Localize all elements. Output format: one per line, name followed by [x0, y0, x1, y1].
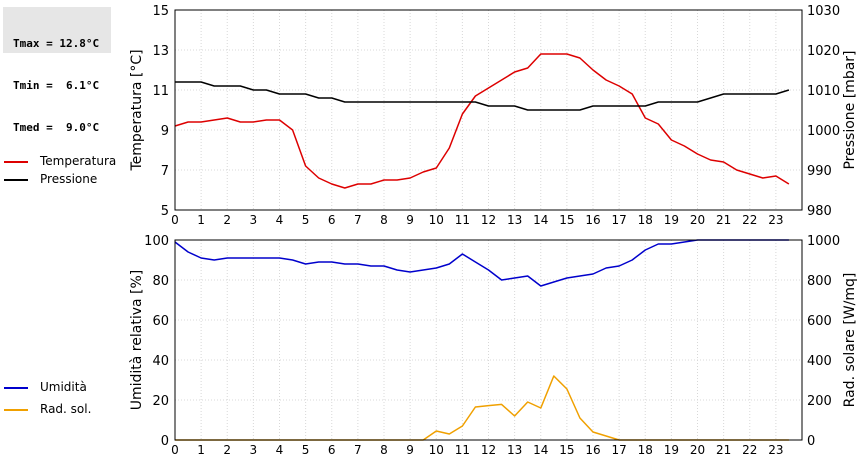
x-tick-label: 20	[690, 213, 705, 227]
x-tick-label: 3	[250, 213, 258, 227]
x-tick-label: 8	[380, 443, 388, 457]
series-line-rad-sol-	[175, 375, 789, 441]
series-line-umidit-	[174, 239, 789, 287]
legend-label: Temperatura	[40, 154, 117, 168]
y-tick-label: 20	[152, 394, 169, 409]
y-tick-label: 60	[152, 314, 169, 329]
x-tick-label: 19	[664, 443, 679, 457]
y-tick-label: 15	[152, 4, 169, 19]
y-right-tick-label: 1000	[807, 234, 840, 249]
y-tick-label: 13	[152, 44, 169, 59]
x-tick-label: 1	[197, 443, 205, 457]
x-tick-label: 12	[481, 213, 496, 227]
y-right-tick-label: 400	[807, 354, 832, 369]
y-tick-label: 80	[152, 274, 169, 289]
y-tick-label: 0	[161, 434, 169, 449]
x-tick-label: 0	[171, 443, 179, 457]
y-axis-label: Umidità relativa [%]	[129, 270, 145, 411]
x-tick-label: 10	[429, 443, 444, 457]
tmax-text: Tmax = 12.8°C	[13, 37, 100, 50]
y-tick-label: 5	[161, 204, 169, 219]
x-tick-label: 15	[559, 213, 574, 227]
x-tick-label: 21	[716, 443, 731, 457]
x-tick-label: 2	[223, 213, 231, 227]
x-tick-label: 22	[742, 443, 757, 457]
x-tick-label: 2	[223, 443, 231, 457]
x-tick-label: 14	[533, 213, 548, 227]
legend-swatch	[4, 179, 28, 181]
y-tick-label: 100	[144, 234, 169, 249]
x-tick-label: 7	[354, 213, 362, 227]
legend-swatch	[4, 161, 28, 163]
series-line-pressione	[175, 81, 790, 111]
y-tick-label: 40	[152, 354, 169, 369]
y-tick-label: 7	[161, 164, 169, 179]
legend-label: Umidità	[40, 380, 87, 394]
x-tick-label: 16	[585, 213, 600, 227]
legend-pressione: Pressione	[4, 172, 98, 186]
x-tick-label: 5	[302, 443, 310, 457]
x-tick-label: 14	[533, 443, 548, 457]
tmin-text: Tmin = 6.1°C	[13, 79, 100, 92]
x-tick-label: 8	[380, 213, 388, 227]
series-line-temperatura	[174, 53, 790, 189]
y-right-tick-label: 980	[807, 204, 832, 219]
x-tick-label: 7	[354, 443, 362, 457]
x-tick-label: 3	[250, 443, 258, 457]
x-tick-label: 13	[507, 213, 522, 227]
y-right-axis-label: Rad. solare [W/mq]	[842, 273, 858, 408]
y-tick-label: 9	[161, 124, 169, 139]
x-tick-label: 21	[716, 213, 731, 227]
x-tick-label: 23	[768, 213, 783, 227]
x-tick-label: 4	[276, 213, 284, 227]
tmed-text: Tmed = 9.0°C	[13, 121, 100, 134]
y-right-tick-label: 1010	[807, 84, 840, 99]
y-right-tick-label: 800	[807, 274, 832, 289]
legend-umidita: Umidità	[4, 380, 87, 394]
x-tick-label: 19	[664, 213, 679, 227]
x-tick-label: 17	[611, 443, 626, 457]
x-tick-label: 6	[328, 213, 336, 227]
y-right-tick-label: 600	[807, 314, 832, 329]
legend-temperatura: Temperatura	[4, 154, 117, 168]
x-tick-label: 0	[171, 213, 179, 227]
legend-swatch	[4, 409, 28, 411]
stats-box: Tmax = 12.8°C Tmin = 6.1°C Tmed = 9.0°C	[3, 7, 111, 134]
x-tick-label: 16	[585, 443, 600, 457]
x-tick-label: 13	[507, 443, 522, 457]
x-tick-label: 18	[638, 443, 653, 457]
y-axis-label: Temperatura [°C]	[129, 49, 145, 171]
y-right-tick-label: 0	[807, 434, 815, 449]
legend-label: Rad. sol.	[40, 402, 92, 416]
x-tick-label: 9	[406, 213, 414, 227]
y-right-axis-label: Pressione [mbar]	[842, 50, 858, 169]
x-tick-label: 15	[559, 443, 574, 457]
plot-frame	[174, 239, 803, 441]
y-right-tick-label: 1020	[807, 44, 840, 59]
x-tick-label: 11	[455, 213, 470, 227]
x-tick-label: 5	[302, 213, 310, 227]
x-tick-label: 10	[429, 213, 444, 227]
legend-label: Pressione	[40, 172, 98, 186]
y-right-tick-label: 200	[807, 394, 832, 409]
x-tick-label: 1	[197, 213, 205, 227]
x-tick-label: 22	[742, 213, 757, 227]
x-tick-label: 4	[276, 443, 284, 457]
y-right-tick-label: 1030	[807, 4, 840, 19]
y-tick-label: 11	[152, 84, 169, 99]
y-right-tick-label: 990	[807, 164, 832, 179]
x-tick-label: 17	[611, 213, 626, 227]
y-right-tick-label: 1000	[807, 124, 840, 139]
plot-frame	[174, 9, 803, 211]
x-tick-label: 11	[455, 443, 470, 457]
x-tick-label: 18	[638, 213, 653, 227]
x-tick-label: 20	[690, 443, 705, 457]
x-tick-label: 23	[768, 443, 783, 457]
x-tick-label: 6	[328, 443, 336, 457]
x-tick-label: 9	[406, 443, 414, 457]
legend-swatch	[4, 387, 28, 389]
x-tick-label: 12	[481, 443, 496, 457]
legend-rad-sol: Rad. sol.	[4, 402, 92, 416]
